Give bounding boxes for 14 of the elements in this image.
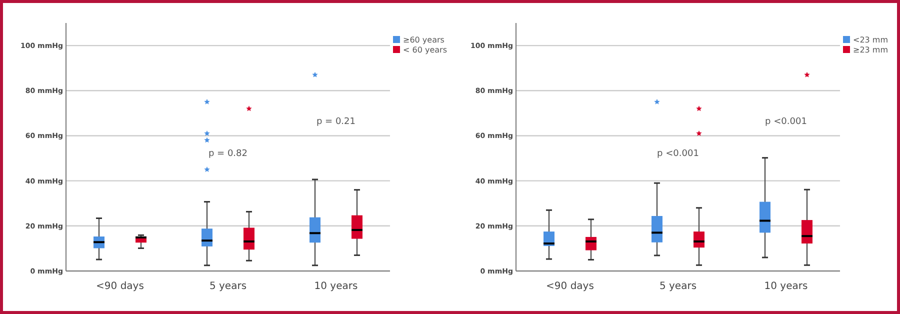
annotation: p = 0.82 [208, 149, 248, 159]
x-tick-label: <90 days [96, 281, 144, 292]
legend-label: < 60 years [403, 45, 447, 54]
x-tick-label: <90 days [546, 281, 594, 292]
legend-label: ≥23 mm [853, 45, 888, 54]
x-tick-label: 10 years [314, 281, 358, 292]
annotation: p <0.001 [657, 149, 699, 159]
x-tick-label: 5 years [659, 281, 697, 292]
legend-label: ≥60 years [403, 35, 444, 44]
x-tick-label: 5 years [209, 281, 247, 292]
annotation: p <0.001 [765, 117, 807, 127]
annotation: p = 0.21 [316, 117, 356, 127]
x-tick-label: 10 years [764, 281, 808, 292]
legend-label: <23 mm [853, 35, 888, 44]
